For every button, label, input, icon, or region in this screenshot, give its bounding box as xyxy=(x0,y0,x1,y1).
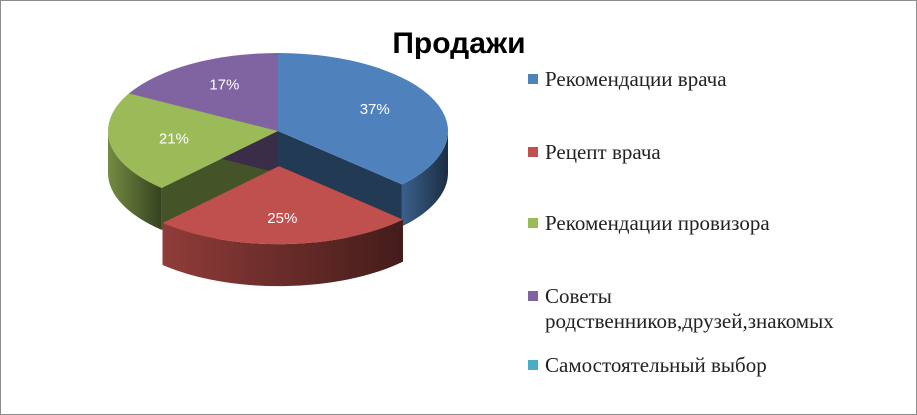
legend-swatch xyxy=(528,218,538,228)
slice-side xyxy=(162,219,403,287)
legend-swatch xyxy=(528,360,538,370)
data-label: 37% xyxy=(360,101,390,118)
legend-label: Рекомендации провизора xyxy=(545,211,770,235)
legend-item: Самостоятельный выбор xyxy=(528,353,897,378)
legend-label: Советы родственников,друзей,знакомых xyxy=(545,284,834,333)
legend-swatch xyxy=(528,74,538,84)
legend-swatch xyxy=(528,291,538,301)
slice xyxy=(162,166,403,245)
slice-face xyxy=(278,131,402,227)
legend-label: Самостоятельный выбор xyxy=(545,353,767,377)
data-label: 25% xyxy=(267,210,297,227)
slice-side xyxy=(401,131,448,227)
legend-item: Рекомендации провизора xyxy=(528,211,897,236)
slice xyxy=(278,53,448,185)
slice xyxy=(129,53,278,131)
legend-swatch xyxy=(528,147,538,157)
data-label: 21% xyxy=(159,130,189,147)
legend-item: Советы родственников,друзей,знакомых xyxy=(528,284,897,334)
data-label: 17% xyxy=(209,76,239,93)
legend-label: Рекомендации врача xyxy=(545,67,727,91)
legend-item: Рецепт врача xyxy=(528,140,897,165)
legend-item: Рекомендации врача xyxy=(528,67,897,92)
legend-label: Рецепт врача xyxy=(545,140,661,164)
slice-side xyxy=(108,131,162,230)
slice xyxy=(108,93,278,188)
chart-title: Продажи xyxy=(392,27,525,60)
